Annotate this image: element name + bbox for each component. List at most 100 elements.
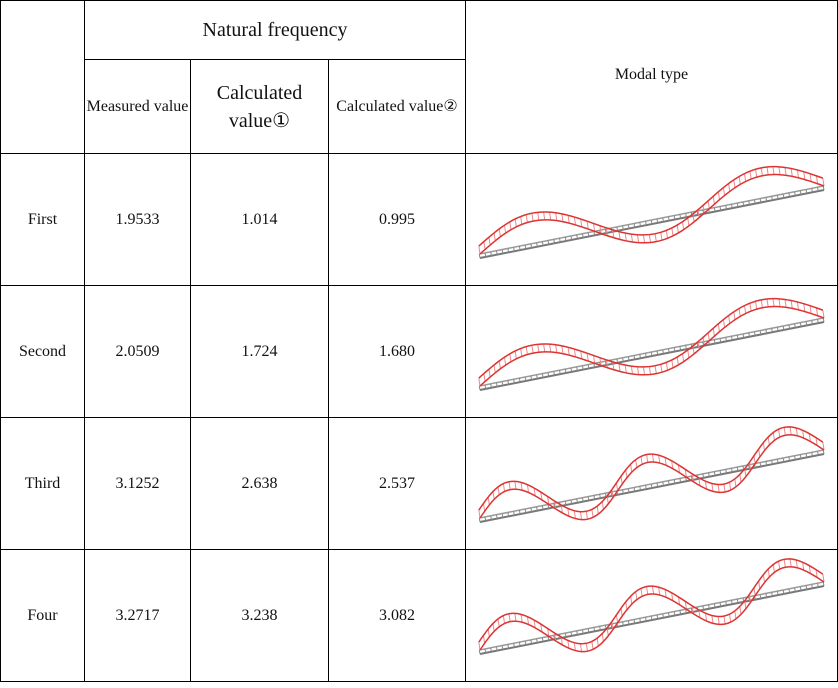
row-label: Second: [1, 286, 85, 418]
mode-hatch: [810, 305, 811, 313]
mode-hatch: [723, 616, 724, 624]
mode-hatch: [616, 614, 617, 622]
value-cell: 3.1252: [85, 418, 191, 550]
value-cell: 2.0509: [85, 286, 191, 418]
mode-hatch: [658, 455, 659, 463]
mode-hatch: [666, 362, 667, 370]
mode-hatch: [758, 448, 759, 456]
header-row: Natural frequency Modal type: [1, 1, 838, 60]
mode-hatch: [499, 228, 500, 236]
mode-hatch: [493, 623, 494, 631]
value-cell: 1.724: [191, 286, 329, 418]
mode-hatch: [754, 587, 755, 595]
mode-hatch: [488, 369, 489, 377]
mode-hatch: [739, 308, 740, 316]
value-cell: 2.537: [329, 418, 466, 550]
mode-hatch: [602, 633, 603, 641]
mode-hatch: [767, 166, 768, 174]
mode-hatch: [586, 511, 587, 519]
mode-curve: [478, 558, 822, 643]
mode-hatch: [687, 217, 688, 225]
mode-hatch: [652, 586, 653, 594]
mode-hatch: [671, 359, 672, 367]
mode-hatch: [508, 481, 509, 489]
mode-hatch: [591, 641, 592, 649]
mode-hatch: [640, 456, 641, 464]
mode-hatch: [733, 311, 734, 319]
mode-hatch: [797, 169, 798, 177]
mode-shape: [472, 556, 832, 676]
mode-hatch: [784, 559, 785, 567]
mode-hatch: [796, 427, 797, 435]
mode-hatch: [543, 211, 544, 219]
mode-hatch: [723, 319, 724, 327]
mode-shape: [472, 292, 832, 412]
mode-hatch: [739, 176, 740, 184]
mode-hatch: [768, 569, 769, 577]
mode-hatch: [568, 347, 569, 355]
mode-hatch: [649, 366, 650, 374]
mode-hatch: [723, 484, 724, 492]
mode-hatch: [478, 246, 479, 254]
mode-hatch: [711, 483, 712, 491]
mode-hatch: [488, 497, 489, 505]
mode-hatch: [734, 478, 735, 486]
column-header: Calculated value②: [329, 60, 466, 154]
mode-hatch: [478, 378, 479, 386]
mode-hatch: [580, 643, 581, 651]
mode-shape: [472, 160, 832, 280]
mode-hatch: [723, 187, 724, 195]
mode-hatch: [744, 305, 745, 313]
row-label: First: [1, 154, 85, 286]
mode-hatch: [509, 221, 510, 229]
mode-hatch: [483, 503, 484, 511]
mode-hatch: [649, 234, 650, 242]
mode-hatch: [602, 501, 603, 509]
mode-hatch: [646, 586, 647, 594]
column-header: Measured value: [85, 60, 191, 154]
mode-hatch: [580, 511, 581, 519]
mode-hatch: [791, 168, 792, 176]
modal-cell: [466, 286, 838, 418]
mode-hatch: [515, 350, 516, 358]
mode-hatch: [574, 642, 575, 650]
mode-hatch: [655, 233, 656, 241]
mode-hatch: [625, 601, 626, 609]
mode-hatch: [778, 561, 779, 569]
modal-cell: [466, 154, 838, 286]
mode-hatch: [574, 349, 575, 357]
mode-hatch: [660, 364, 661, 372]
mode-hatch: [478, 642, 479, 650]
mode-hatch: [635, 459, 636, 467]
mode-hatch: [520, 348, 521, 356]
mode-hatch: [549, 212, 550, 220]
mode-hatch: [555, 344, 556, 352]
mode-hatch: [816, 307, 817, 315]
frequency-table: Natural frequency Modal type Measured va…: [0, 0, 838, 682]
mode-hatch: [744, 173, 745, 181]
mode-hatch: [531, 213, 532, 221]
mode-hatch: [677, 357, 678, 365]
mode-hatch: [488, 237, 489, 245]
mode-hatch: [711, 615, 712, 623]
mode-hatch: [587, 353, 588, 361]
mode-hatch: [574, 217, 575, 225]
mode-hatch: [568, 215, 569, 223]
mode-hatch: [555, 212, 556, 220]
mode-hatch: [597, 638, 598, 646]
mode-hatch: [773, 432, 774, 440]
mode-hatch: [728, 183, 729, 191]
mode-hatch: [514, 613, 515, 621]
mode-hatch: [630, 464, 631, 472]
mode-hatch: [561, 213, 562, 221]
mode-hatch: [630, 596, 631, 604]
mode-hatch: [772, 298, 773, 306]
mode-hatch: [729, 482, 730, 490]
mode-hatch: [803, 171, 804, 179]
mode-hatch: [687, 349, 688, 357]
mode-hatch: [778, 298, 779, 306]
mode-hatch: [739, 474, 740, 482]
mode-hatch: [521, 482, 522, 490]
mode-hatch: [631, 366, 632, 374]
